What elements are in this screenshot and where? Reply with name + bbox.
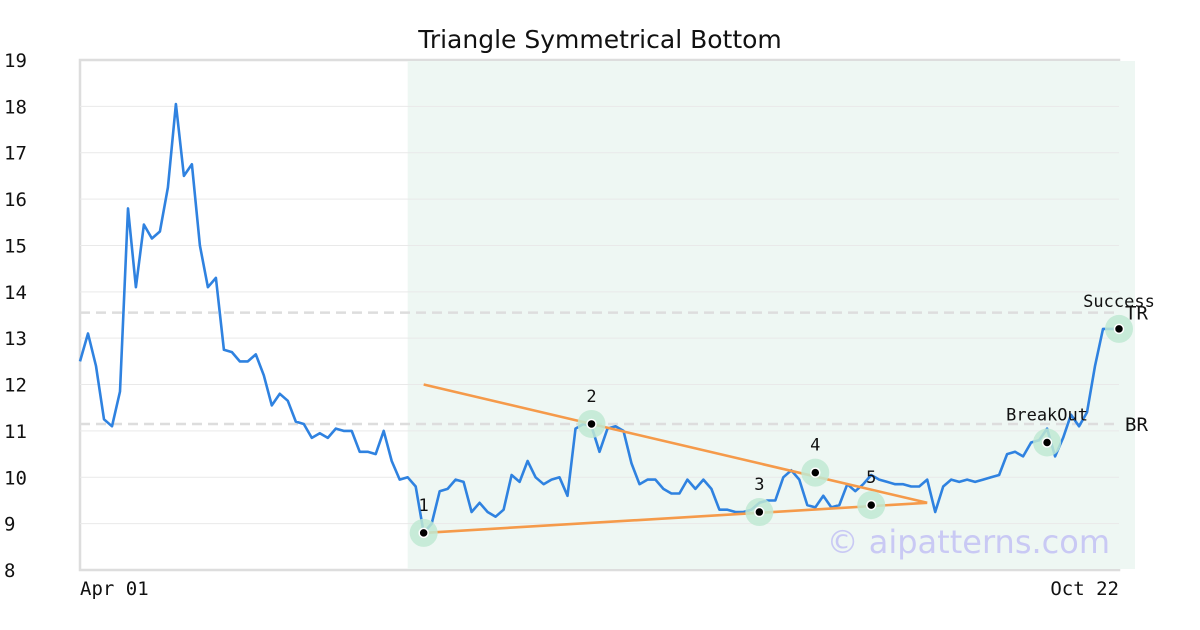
x-tick-label: Apr 01 <box>80 578 149 600</box>
pattern-region <box>407 61 1135 569</box>
marker-label: Success <box>1083 292 1155 312</box>
chart-title: Triangle Symmetrical Bottom <box>417 25 782 54</box>
y-tick-label: 17 <box>4 143 27 165</box>
marker-label: BreakOut <box>1006 406 1088 426</box>
trendline <box>423 501 928 535</box>
y-tick-label: 13 <box>4 328 27 350</box>
marker-point <box>1113 323 1125 335</box>
level-label: TR <box>1125 303 1148 325</box>
marker-label: 5 <box>866 468 876 488</box>
marker-label: 2 <box>586 387 596 407</box>
trendline <box>423 383 928 505</box>
marker-label: 4 <box>810 436 820 456</box>
price-line <box>78 102 1119 535</box>
level-label: BR <box>1125 414 1148 436</box>
marker-point <box>865 499 877 511</box>
y-tick-label: 12 <box>4 375 27 397</box>
y-tick-label: 18 <box>4 96 27 118</box>
price-series <box>78 102 1119 535</box>
marker-point <box>586 418 597 430</box>
y-tick-label: 14 <box>4 282 27 304</box>
y-tick-label: 9 <box>4 514 15 536</box>
y-tick-label: 16 <box>4 189 27 211</box>
triangle-trendlines <box>423 383 928 535</box>
marker-label: 1 <box>419 496 429 516</box>
pattern-markers: 1 2 3 4 5 BreakOut Success <box>409 292 1155 547</box>
watermark: © aipatterns.com <box>827 523 1110 561</box>
x-axis-ticks: Apr 01 Oct 22 <box>80 578 1119 600</box>
y-tick-label: 10 <box>4 467 27 489</box>
x-tick-label: Oct 22 <box>1050 578 1119 600</box>
y-axis-ticks: 8 9 10 11 12 13 14 15 16 17 18 19 <box>4 50 27 582</box>
marker-point <box>1041 437 1053 448</box>
marker-point <box>418 527 429 539</box>
marker-point <box>754 506 765 518</box>
y-tick-label: 15 <box>4 235 27 257</box>
y-tick-label: 19 <box>4 50 27 72</box>
marker-point <box>810 467 821 478</box>
gridlines <box>80 105 1119 525</box>
marker-label: 3 <box>754 475 764 495</box>
pattern-region-layer <box>407 61 1135 569</box>
y-tick-label: 8 <box>4 560 15 582</box>
y-tick-label: 11 <box>4 421 27 443</box>
